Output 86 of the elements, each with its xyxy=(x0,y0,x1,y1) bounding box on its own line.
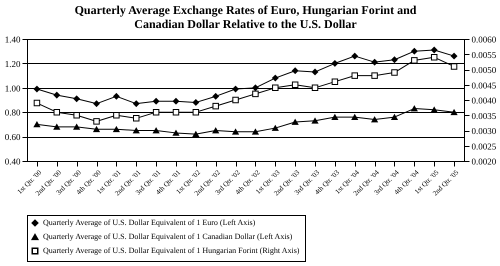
point xyxy=(113,93,120,100)
point xyxy=(272,125,279,131)
point xyxy=(73,124,80,130)
legend-label: Quarterly Average of U.S. Dollar Equivalent of 1 Euro (Left Axis) xyxy=(43,218,256,227)
point xyxy=(450,63,458,70)
y-tick-label: 1.00 xyxy=(4,83,21,94)
point xyxy=(192,99,200,106)
point xyxy=(371,116,378,122)
point xyxy=(411,106,418,112)
point xyxy=(34,122,40,128)
point xyxy=(93,100,100,107)
point xyxy=(332,114,338,120)
point xyxy=(391,56,398,63)
y2-tick-label: 0.0055 xyxy=(472,50,497,60)
y2-tick-label: 0.0025 xyxy=(472,141,497,152)
point xyxy=(292,119,298,125)
point xyxy=(371,72,378,79)
point xyxy=(232,86,239,92)
point xyxy=(332,78,338,85)
y-tick-label: 0.80 xyxy=(4,108,21,118)
text: Quarterly Average Exchange Rates of Euro, Hungarian Forint and xyxy=(74,3,416,17)
point xyxy=(192,108,200,116)
point xyxy=(133,128,140,134)
point xyxy=(152,128,160,134)
point xyxy=(411,57,418,64)
y-tick-label: 0.40 xyxy=(4,156,21,166)
point xyxy=(172,108,180,116)
point xyxy=(192,131,200,138)
point xyxy=(73,96,80,102)
legend-label: Quarterly Average of U.S. Dollar Equivalent of 1 Canadian Dollar (Left Axis) xyxy=(43,232,293,241)
point xyxy=(252,128,259,135)
point xyxy=(312,68,318,76)
point xyxy=(113,112,120,118)
point xyxy=(212,102,219,110)
point xyxy=(411,48,418,54)
point xyxy=(352,114,358,120)
point xyxy=(54,108,60,116)
point xyxy=(352,72,358,79)
legend-label: Quarterly Average of U.S. Dollar Equivalent of 1 Hungarian Forint (Right Axis) xyxy=(43,246,300,255)
point xyxy=(450,109,458,116)
point xyxy=(272,74,279,82)
y2-tick-label: 0.0050 xyxy=(472,65,497,75)
y2-tick-label: 0.0020 xyxy=(472,156,497,166)
point xyxy=(212,128,219,134)
point xyxy=(232,128,239,135)
point xyxy=(54,124,60,130)
point xyxy=(312,118,318,124)
y2-tick-label: 0.0035 xyxy=(472,110,497,121)
point xyxy=(430,46,438,54)
point xyxy=(252,90,259,98)
point xyxy=(332,60,338,67)
point xyxy=(54,92,60,98)
point xyxy=(133,100,140,107)
y-tick-label: 0.60 xyxy=(4,132,21,142)
point xyxy=(93,126,100,132)
point xyxy=(73,112,80,118)
point xyxy=(172,130,180,136)
point xyxy=(430,54,438,61)
point xyxy=(371,58,378,66)
point xyxy=(450,52,458,60)
point xyxy=(292,67,298,74)
point xyxy=(172,98,180,104)
point xyxy=(312,84,318,92)
y2-tick-label: 0.0060 xyxy=(472,34,497,44)
point xyxy=(232,96,239,104)
point xyxy=(391,69,398,76)
y2-tick-label: 0.0040 xyxy=(472,96,497,106)
point xyxy=(430,106,438,113)
y-tick-label: 1.20 xyxy=(4,58,21,69)
point xyxy=(133,115,140,122)
point xyxy=(292,82,298,88)
point xyxy=(152,108,160,116)
point xyxy=(252,84,259,92)
y2-tick-label: 0.0045 xyxy=(472,80,497,90)
y-tick-label: 1.40 xyxy=(4,34,21,44)
point xyxy=(352,52,358,60)
point xyxy=(34,100,40,106)
point xyxy=(391,114,398,120)
text: Canadian Dollar Relative to the U.S. Dollar xyxy=(134,17,357,31)
point xyxy=(272,84,279,92)
point xyxy=(152,98,160,104)
point xyxy=(93,118,100,125)
point xyxy=(34,86,40,92)
point xyxy=(113,126,120,132)
point xyxy=(212,93,219,100)
y2-tick-label: 0.0030 xyxy=(472,126,497,136)
